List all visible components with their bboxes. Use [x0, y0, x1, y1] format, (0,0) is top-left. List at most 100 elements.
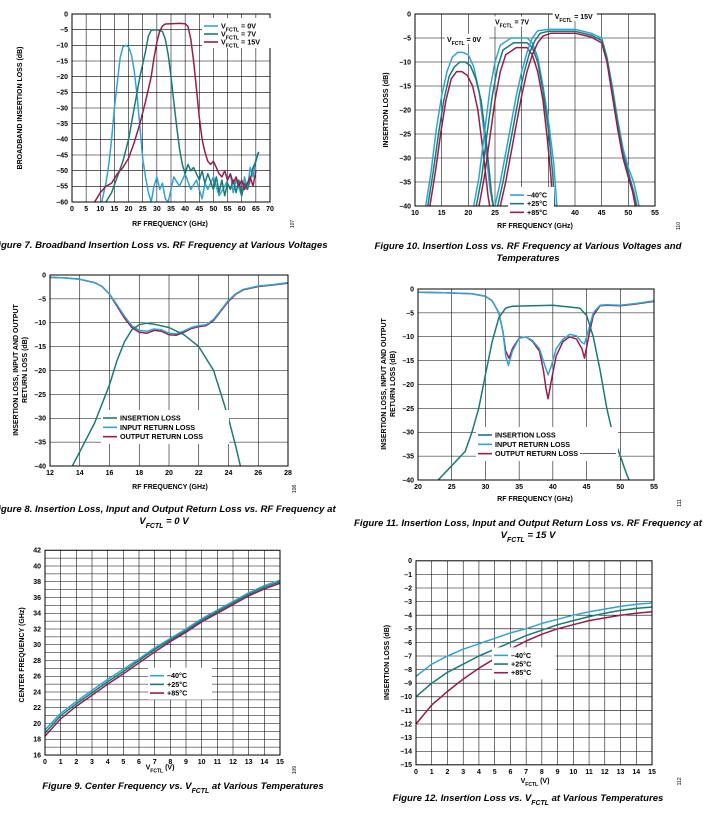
annotation-bg: [445, 33, 489, 44]
y-tick-label: 40: [33, 563, 41, 570]
x-tick-label: 11: [585, 769, 593, 776]
figure-caption: Figure 12. Insertion Loss vs. VFCTL at V…: [393, 793, 664, 807]
legend-label: VFCTL = 7V: [221, 30, 256, 42]
plot-frame: [49, 274, 289, 467]
y-tick-label: 30: [33, 642, 41, 649]
x-tick-label: 2: [74, 759, 78, 766]
y-tick-label: –20: [34, 368, 46, 375]
y-axis-label: INSERTION LOSS (dB): [384, 625, 391, 700]
series-line-v-fctl-15v: [93, 22, 257, 203]
chart-fig7: 0 5 10 15 20 25 30 35 40 45 50 55 60 65 70 0 –5 –10 –15 –20…: [0, 11, 328, 251]
x-tick-label: 24: [225, 470, 233, 477]
y-tick-label: –12: [400, 721, 412, 728]
legend-box: [101, 410, 229, 444]
legend-label: +25°C: [527, 199, 547, 208]
x-tick-label: 4: [106, 759, 110, 766]
x-tick-label: 16: [106, 470, 114, 477]
legend-label: –40°C: [167, 671, 187, 680]
x-tick-label: 55: [650, 484, 658, 491]
annotation-bg: [552, 10, 597, 21]
y-tick-label: –3: [404, 599, 412, 606]
legend-label: OUTPUT RETURN LOSS: [495, 449, 578, 458]
chart-fig8: 12 14 16 18 20 22 24 26 28 0 –5 –10 –15 –20 –25 –30 –35 –…: [0, 272, 336, 529]
y-tick-label: –35: [399, 179, 411, 186]
y-tick-label: 18: [33, 737, 41, 744]
x-tick-label: 55: [651, 210, 659, 217]
legend-label: +85°C: [511, 668, 531, 677]
y-tick-label: –15: [34, 344, 46, 351]
series-line--40-c-0v: [424, 51, 494, 207]
y-tick-label: –30: [56, 105, 68, 112]
x-tick-label: 25: [139, 206, 147, 213]
y-axis-label: BROADBAND INSERTION LOSS (dB): [17, 47, 24, 170]
y-tick-label: –15: [56, 58, 68, 65]
y-tick-label: –10: [402, 334, 414, 341]
plot-frame: [71, 13, 271, 203]
y-tick-label: 28: [33, 658, 41, 665]
y-tick-label: –1: [404, 572, 412, 579]
x-axis-label: VFCTL (V): [521, 778, 550, 788]
y-tick-label: –4: [404, 613, 412, 620]
y-tick-label: –60: [56, 199, 68, 206]
y-tick-label: –5: [60, 27, 68, 34]
x-tick-label: 60: [238, 206, 246, 213]
series-line--25-c-7v: [475, 42, 556, 207]
annotation-label: VFCTL = 0V: [447, 37, 481, 47]
series-line--25-c: [415, 606, 653, 698]
y-tick-label: –40: [399, 203, 411, 210]
caption-line: VFCTL = 15 V: [501, 530, 557, 544]
x-tick-label: 45: [598, 210, 606, 217]
series-line-insertion-loss: [71, 322, 242, 467]
series-line--40-c-15v: [494, 28, 640, 207]
figure-id: 108: [292, 485, 298, 494]
x-tick-label: 55: [224, 206, 232, 213]
chart-fig10: 101520253035404550550–5–10–15–20–25–30–3…: [375, 10, 683, 264]
x-tick-label: 5: [121, 759, 125, 766]
y-tick-label: –5: [404, 626, 412, 633]
x-axis-label: RF FREQUENCY (GHz): [132, 484, 208, 491]
x-tick-label: 45: [195, 206, 203, 213]
y-tick-label: 0: [408, 558, 412, 565]
x-tick-label: 6: [508, 769, 512, 776]
y-tick-label: 38: [33, 579, 41, 586]
x-tick-label: 15: [276, 759, 284, 766]
x-tick-label: 13: [617, 769, 625, 776]
caption-line: Figure 12. Insertion Loss vs. VFCTL at V…: [393, 793, 664, 807]
chart-fig12: 0 1 2 3 4 5 6 7 8 9 10 11 12 13 14 150–1–2–3–4–5–6–7–8–…: [384, 558, 683, 806]
y-tick-label: 0: [64, 11, 68, 18]
figure-id: 110: [676, 222, 682, 230]
x-tick-label: 12: [229, 759, 237, 766]
x-tick-label: 14: [76, 470, 84, 477]
x-tick-label: 20: [414, 484, 422, 491]
x-tick-label: 35: [167, 206, 175, 213]
legend-box: [476, 427, 618, 461]
caption-line: Temperatures: [496, 253, 559, 264]
x-tick-label: 20: [125, 206, 133, 213]
x-tick-label: 26: [254, 470, 262, 477]
legend-label: VFCTL = 0V: [221, 22, 256, 34]
x-tick-label: 12: [46, 470, 54, 477]
y-tick-label: –15: [402, 358, 414, 365]
figure-caption: Figure 8. Insertion Loss, Input and Outp…: [0, 504, 336, 530]
y-axis-label: INSERTION LOSS, INPUT AND OUTPUT RETURN L…: [13, 303, 29, 435]
series-line--40-c-7v: [472, 37, 558, 207]
x-tick-label: 50: [210, 206, 218, 213]
legend-label: OUTPUT RETURN LOSS: [120, 432, 203, 441]
x-axis-label: RF FREQUENCY (GHz): [497, 496, 573, 503]
series-line--85-c: [44, 582, 281, 737]
y-tick-label: 32: [33, 626, 41, 633]
y-tick-label: 20: [33, 721, 41, 728]
y-tick-label: 34: [33, 611, 41, 618]
y-tick-label: –40: [402, 477, 414, 484]
y-tick-label: –25: [399, 131, 411, 138]
figure-id: 112: [677, 777, 683, 785]
x-tick-label: 20: [165, 470, 173, 477]
annotation: VFCTL = 7V: [493, 16, 537, 30]
x-tick-label: 10: [198, 759, 206, 766]
y-tick-label: –5: [406, 310, 414, 317]
legend: –40°C+25°C+85°C: [508, 187, 554, 219]
caption-line: Figure 8. Insertion Loss, Input and Outp…: [0, 504, 336, 515]
y-tick-label: –11: [401, 708, 412, 715]
